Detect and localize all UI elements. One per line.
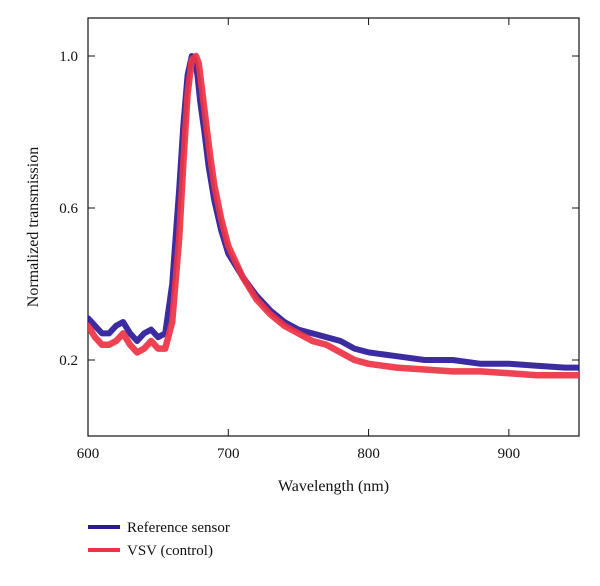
legend: Reference sensor VSV (control): [88, 520, 230, 559]
plot-frame: [87, 17, 580, 437]
x-tick-label: 700: [217, 446, 240, 462]
series-line-0: [88, 53, 579, 371]
y-tick-label: 0.6: [59, 201, 78, 217]
series-line-1: [88, 52, 579, 379]
legend-label-0: Reference sensor: [127, 520, 230, 536]
x-axis-title: Wavelength (nm): [278, 478, 389, 495]
y-tick-label: 1.0: [59, 49, 78, 65]
legend-label-1: VSV (control): [127, 543, 213, 559]
x-tick-label: 600: [77, 446, 100, 462]
x-tick-label: 900: [498, 446, 521, 462]
ticks: 600 700 800 900 0.2 0.6 1.0: [59, 18, 579, 462]
y-tick-label: 0.2: [59, 353, 78, 369]
x-tick-label: 800: [357, 446, 380, 462]
series-layer: [88, 52, 579, 379]
y-axis-title: Normalized transmission: [25, 147, 42, 307]
